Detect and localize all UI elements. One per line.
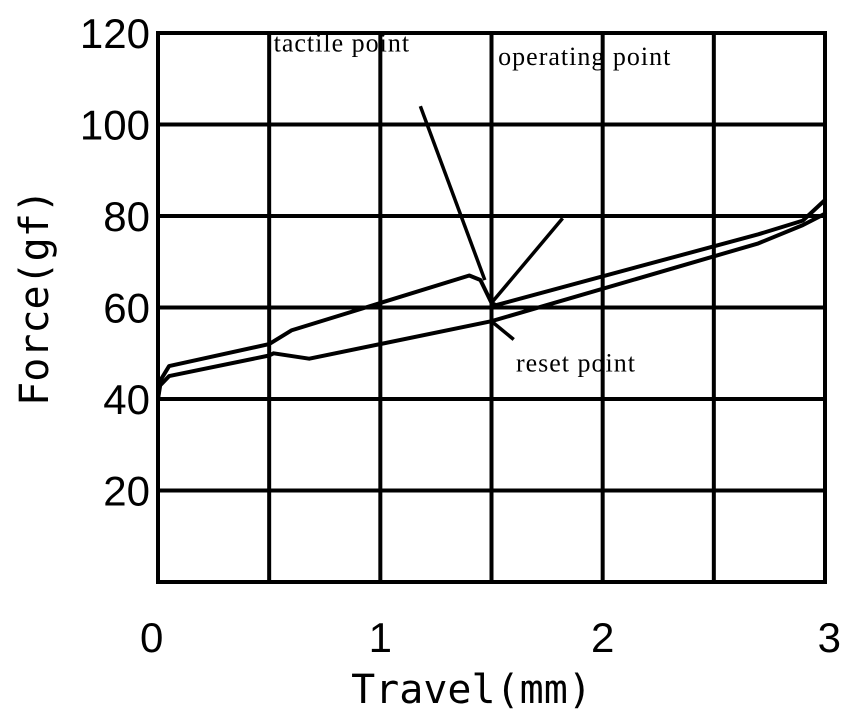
grid-lines — [158, 33, 825, 582]
series-line-0 — [156, 198, 827, 401]
y-tick-labels: 20 40 60 80 100 120 — [80, 10, 150, 515]
series-line-1 — [156, 211, 827, 401]
annotation-label-0: tactile point — [274, 28, 410, 57]
series-lines — [156, 198, 827, 401]
y-tick-label: 80 — [103, 193, 150, 240]
annotation-leader-2 — [490, 319, 515, 341]
x-tick-label: 0 — [140, 614, 163, 661]
x-tick-label: 2 — [591, 614, 614, 661]
y-tick-label: 120 — [80, 10, 150, 57]
annotation-leader-0 — [418, 105, 487, 281]
x-tick-labels: 0 1 2 3 — [140, 614, 841, 661]
y-tick-label: 20 — [103, 468, 150, 515]
y-tick-label: 60 — [103, 285, 150, 332]
y-tick-label: 100 — [80, 102, 150, 149]
y-tick-label: 40 — [103, 376, 150, 423]
annotation-labels: tactile point operating point reset point — [274, 28, 671, 378]
annotation-leaders — [418, 105, 564, 341]
plot-frame — [156, 31, 827, 584]
x-tick-label: 3 — [818, 614, 841, 661]
y-axis-title: Force(gf) — [12, 189, 58, 406]
x-axis-title: Travel(mm) — [351, 667, 592, 713]
x-tick-label: 1 — [369, 614, 392, 661]
annotation-leader-1 — [490, 217, 564, 305]
annotation-label-1: operating point — [498, 42, 671, 71]
annotation-label-2: reset point — [516, 349, 636, 378]
